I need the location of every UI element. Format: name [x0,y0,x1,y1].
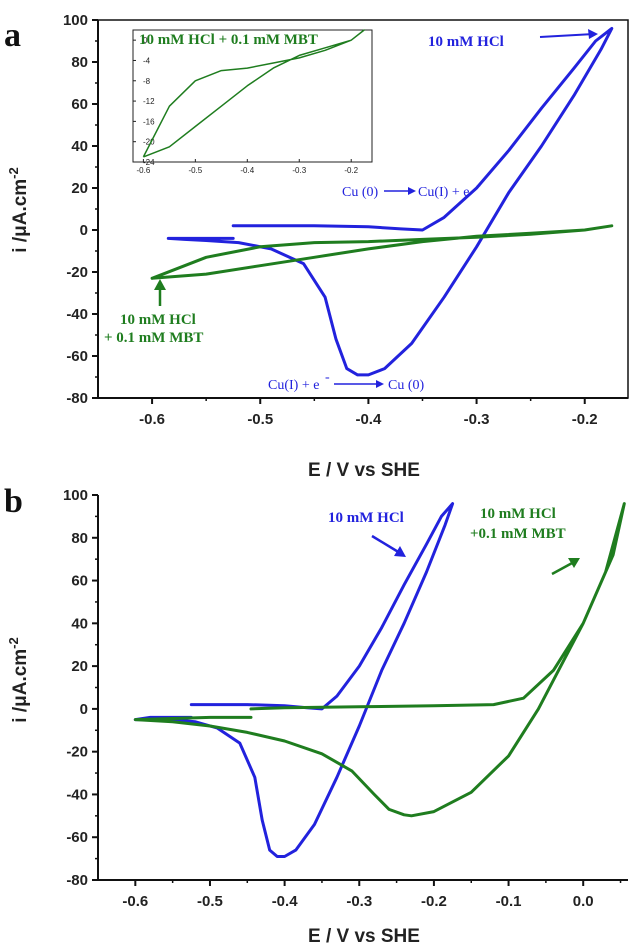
panel-a-x-axis-label: E / V vs SHE [308,460,420,481]
annotation-arrowhead-oxidation [408,187,416,195]
panel-b-x-tick-label: -0.1 [496,893,522,910]
inset-y-tick-label: -24 [143,158,155,167]
panel-b-y-tick-label: 60 [71,573,88,590]
annotation-superscript-oxidation: - [476,178,481,193]
annotation-arrowhead-reduction [376,380,384,388]
panel-b-y-tick-label: -20 [66,744,88,761]
panel-a-series-mbt-line [150,224,614,280]
annotation-cui-oxidation: Cu(I) + e [418,185,469,200]
panel-b-y-tick-label: 0 [80,701,88,718]
panel-a-y-tick-label: 100 [63,12,88,29]
inset-frame [132,29,373,163]
inset-x-tick-label: -0.3 [292,166,306,175]
inset-x-tick-label: -0.5 [188,166,202,175]
panel-b-x-tick-label: 0.0 [573,893,594,910]
annotation-cu0-oxidation: Cu (0) [342,185,379,200]
annotation-arrowhead-hcl-a [588,29,598,39]
panel-a-x-tick-label: -0.6 [139,411,165,428]
panel-a-frame [97,19,629,399]
panel-b-x-tick-label: -0.5 [197,893,223,910]
inset-x-tick-label: -0.6 [136,166,150,175]
panel-a-inset: 0 -4 -8 -12 -16 -20 -24-0.6 -0.5 -0.4 -0.3 -0.2 10 … [132,29,373,175]
annotation-cui-reduction: Cu(I) + e [268,378,319,393]
inset-title: 10 mM HCl + 0.1 mM MBT [139,32,318,48]
panel-b-y-axis-label: i /μA.cm-2 [6,637,31,722]
annotation-arrowhead-mbt-a [154,279,166,290]
panel-b-y-axis-label-exp: -2 [6,637,21,649]
panel-b-y-tick-label: 20 [71,658,88,675]
panel-b-y-tick-label: 40 [71,615,88,632]
inset-x-tick-label: -0.2 [344,166,358,175]
panel-a-x-tick-label: -0.3 [464,411,490,428]
annotation-cu0-reduction: Cu (0) [388,378,425,393]
inset-y-tick-label: -16 [143,117,155,126]
annotation-arrowhead-mbt-b [568,558,580,568]
inset-x-tick-label: -0.4 [240,166,254,175]
panel-b-axes: -80 -60 -40 -20 0 20 40 60 80 100 -0.6 -0.5 -0.4 -0.3… [63,487,628,910]
annotation-arrow-hcl-b [371,534,401,555]
panel-a-x-tick-label: -0.4 [355,411,382,428]
panel-b-x-tick-label: -0.6 [122,893,148,910]
annotation-mbt-b-line1: 10 mM HCl [480,506,556,522]
panel-a-y-tick-label: -60 [66,348,88,365]
panel-a-y-axis-label: i /μA.cm-2 [6,167,31,252]
panel-b-series-mbt-line [133,502,626,818]
panel-a-y-tick-label: -20 [66,264,88,281]
panel-b-annotations: 10 mM HCl 10 mM HCl +0.1 mM MBT [328,506,580,576]
panel-b-y-tick-label: -60 [66,829,88,846]
inset-series-line [142,29,365,158]
panel-a-x-tick-label: -0.5 [247,411,273,428]
panel-b-y-tick-label: 80 [71,530,88,547]
panel-label-a: a [4,17,21,54]
panel-b-x-tick-label: -0.4 [272,893,299,910]
panel-a-y-tick-label: -40 [66,306,88,323]
panel-a-y-tick-label: 40 [71,138,88,155]
annotation-10mm-hcl-a: 10 mM HCl [428,34,504,50]
panel-a-y-tick-label: 20 [71,180,88,197]
inset-y-tick-label: -20 [143,138,155,147]
panel-a-y-axis-label-text: i /μA.cm [10,179,31,253]
panel-a-y-tick-label: 60 [71,96,88,113]
panel-a-plot [97,19,629,399]
panel-a-y-axis-label-exp: -2 [6,167,21,179]
panel-b-x-tick-label: -0.2 [421,893,447,910]
annotation-mbt-a-line2: + 0.1 mM MBT [104,330,203,346]
panel-label-b: b [4,483,23,520]
panel-b-y-tick-label: -40 [66,786,88,803]
panel-a-x-tick-label: -0.2 [572,411,598,428]
annotation-superscript-reduction: - [325,370,330,385]
annotation-mbt-a-line1: 10 mM HCl [120,312,196,328]
panel-a-y-tick-label: 0 [80,222,88,239]
annotation-arrow-mbt-b [551,560,575,576]
panel-a-annotations: 10 mM HCl Cu (0) Cu(I) + e - 10 mM HCl +… [104,29,598,393]
panel-b-y-tick-label: 100 [63,487,88,504]
annotation-10mm-hcl-b: 10 mM HCl [328,510,404,526]
panel-a-y-tick-label: 80 [71,54,88,71]
inset-y-tick-label: 0 [143,36,148,45]
inset-y-tick-label: -12 [143,97,155,106]
panel-b-x-tick-label: -0.3 [346,893,372,910]
panel-a-series-hcl-line [166,26,614,377]
panel-b-x-axis-label: E / V vs SHE [308,926,420,947]
inset-y-tick-label: -8 [143,77,151,86]
panel-b-y-tick-label: -80 [66,872,88,889]
annotation-mbt-b-line2: +0.1 mM MBT [470,526,566,542]
inset-y-tick-label: -4 [143,56,151,65]
panel-b-series-hcl-line [133,502,455,858]
annotation-arrowhead-hcl-b [394,546,406,557]
panel-b-plot [133,502,626,858]
panel-b-y-axis-label-text: i /μA.cm [10,649,31,723]
panel-a-y-tick-label: -80 [66,390,88,407]
annotation-arrow-hcl-a [539,33,595,38]
